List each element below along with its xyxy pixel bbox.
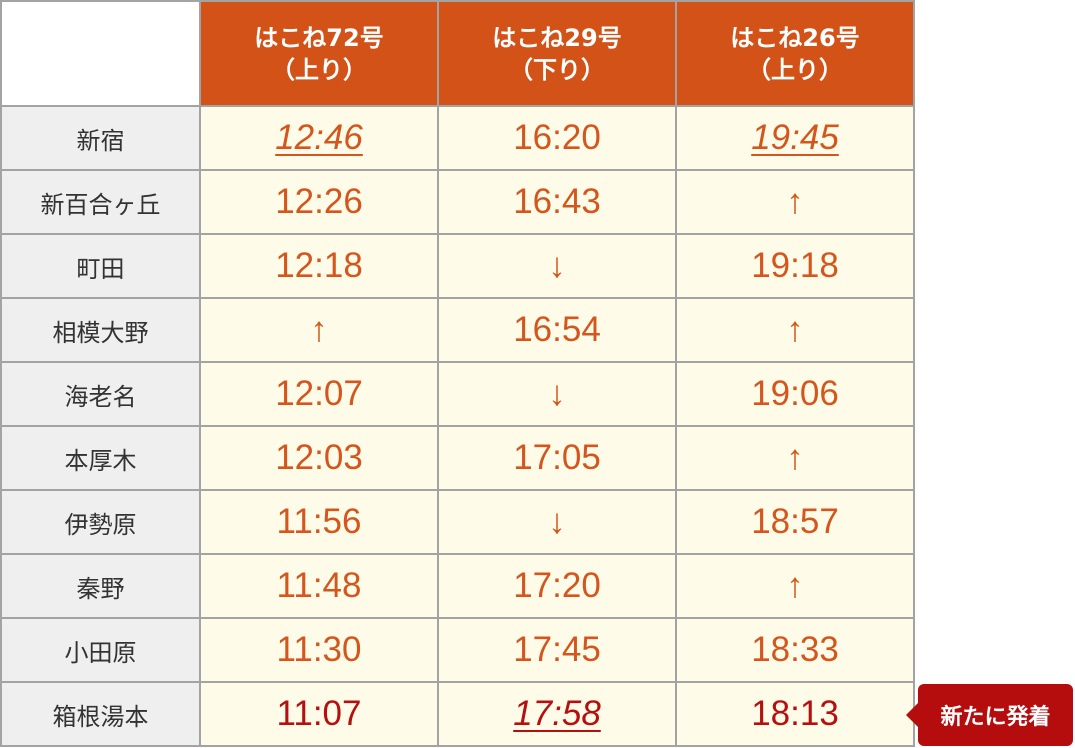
time-cell: 11:48 [199,553,439,619]
pass-arrow-icon: ↓ [548,502,566,541]
time-cell: 11:07 [199,681,439,747]
station-name: 小田原 [0,617,201,683]
time-cell: ↑ [675,169,915,235]
time-value: 17:45 [513,630,601,669]
timetable: はこね72号 （上り） はこね29号 （下り） はこね26号 （上り） 新宿 12:46… [0,0,915,747]
time-cell: 12:46 [199,105,439,171]
station-name: 相模大野 [0,297,201,363]
time-cell: 12:26 [199,169,439,235]
time-cell: 18:57 [675,489,915,555]
time-link[interactable]: 17:58 [513,694,601,733]
time-value: 18:33 [751,630,839,669]
time-cell: 17:58 [437,681,677,747]
train-header: はこね72号 （上り） [199,0,439,107]
train-name: はこね29号 [492,23,622,52]
time-cell: 19:45 [675,105,915,171]
station-name: 本厚木 [0,425,201,491]
time-value: 11:56 [276,502,362,541]
time-cell: 16:20 [437,105,677,171]
time-value: 12:07 [275,374,363,413]
table-row: 相模大野 ↑ 16:54 ↑ [0,297,915,363]
time-cell: 12:18 [199,233,439,299]
time-link[interactable]: 19:45 [751,118,839,157]
table-row: 小田原 11:30 17:45 18:33 [0,617,915,683]
train-direction: （上り） [747,55,843,84]
station-name: 箱根湯本 [0,681,201,747]
time-cell: 19:18 [675,233,915,299]
badge-label: 新たに発着 [940,705,1051,730]
time-cell: ↓ [437,489,677,555]
table-row: 箱根湯本 11:07 17:58 18:13 [0,681,915,747]
time-cell: 16:54 [437,297,677,363]
time-cell: 18:33 [675,617,915,683]
train-direction: （下り） [509,55,605,84]
time-cell: 12:07 [199,361,439,427]
time-value: 11:48 [276,566,362,605]
time-value: 12:18 [275,246,363,285]
time-value: 19:06 [751,374,839,413]
table-row: 秦野 11:48 17:20 ↑ [0,553,915,619]
table-row: 本厚木 12:03 17:05 ↑ [0,425,915,491]
time-value: 17:20 [513,566,601,605]
train-direction: （上り） [271,55,367,84]
pass-arrow-icon: ↑ [786,182,804,221]
train-name: はこね72号 [254,23,384,52]
station-name: 伊勢原 [0,489,201,555]
pass-arrow-icon: ↓ [548,374,566,413]
pass-arrow-icon: ↑ [786,310,804,349]
station-name: 町田 [0,233,201,299]
time-value: 16:43 [513,182,601,221]
time-value: 11:30 [276,630,362,669]
station-name: 新百合ヶ丘 [0,169,201,235]
table-row: 町田 12:18 ↓ 19:18 [0,233,915,299]
time-cell: ↑ [199,297,439,363]
time-value: 12:26 [275,182,363,221]
table-row: 新百合ヶ丘 12:26 16:43 ↑ [0,169,915,235]
time-link[interactable]: 12:46 [275,118,363,157]
time-cell: 19:06 [675,361,915,427]
time-cell: ↑ [675,297,915,363]
time-cell: 17:20 [437,553,677,619]
new-stop-badge: 新たに発着 [906,684,1073,746]
pass-arrow-icon: ↑ [310,310,328,349]
table-row: 海老名 12:07 ↓ 19:06 [0,361,915,427]
time-cell: ↑ [675,553,915,619]
time-value: 17:05 [513,438,601,477]
time-value: 19:18 [751,246,839,285]
time-cell: 12:03 [199,425,439,491]
time-cell: 16:43 [437,169,677,235]
time-cell: 11:30 [199,617,439,683]
train-header: はこね29号 （下り） [437,0,677,107]
time-value: 18:57 [751,502,839,541]
header-row: はこね72号 （上り） はこね29号 （下り） はこね26号 （上り） [0,0,915,107]
train-header: はこね26号 （上り） [675,0,915,107]
table-row: 伊勢原 11:56 ↓ 18:57 [0,489,915,555]
time-cell: ↑ [675,425,915,491]
station-name: 新宿 [0,105,201,171]
time-cell: 11:56 [199,489,439,555]
time-value: 16:20 [513,118,601,157]
time-value: 12:03 [275,438,363,477]
table-row: 新宿 12:46 16:20 19:45 [0,105,915,171]
time-value: 18:13 [751,694,839,733]
station-name: 海老名 [0,361,201,427]
time-cell: ↓ [437,233,677,299]
time-cell: 17:45 [437,617,677,683]
time-value: 11:07 [276,694,362,733]
train-name: はこね26号 [730,23,860,52]
station-name: 秦野 [0,553,201,619]
time-cell: 18:13 [675,681,915,747]
pass-arrow-icon: ↑ [786,566,804,605]
time-cell: ↓ [437,361,677,427]
corner-cell [0,0,201,107]
pass-arrow-icon: ↑ [786,438,804,477]
time-value: 16:54 [513,310,601,349]
pass-arrow-icon: ↓ [548,246,566,285]
time-cell: 17:05 [437,425,677,491]
